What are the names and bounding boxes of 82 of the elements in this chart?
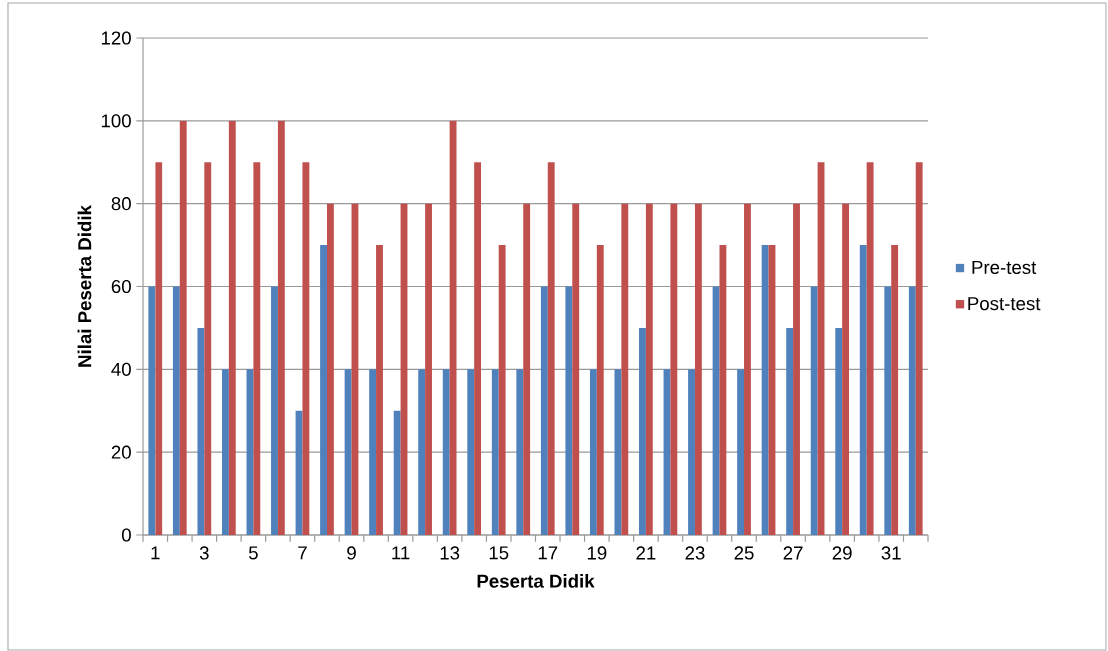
bar [204,162,212,535]
x-tick-label: 27 [783,546,803,560]
legend-label: Post-test [968,297,1041,311]
bar [761,245,769,535]
bar [793,203,800,535]
bar [540,286,548,535]
bar [253,162,261,535]
bar [744,203,751,535]
bar [915,162,923,535]
bar [302,162,310,535]
y-tick-label: 80 [111,197,131,211]
bar [884,286,892,535]
x-tick-label: 13 [440,546,460,560]
bar [271,286,278,535]
x-tick-label: 25 [734,546,754,560]
bar [197,327,205,535]
bar [344,369,352,535]
bar [376,245,383,535]
bar [670,203,678,535]
bar [148,286,156,535]
bar [688,369,695,535]
bar [842,203,850,535]
bar [786,327,794,535]
bar [449,120,457,535]
x-tick-label: 5 [248,546,258,560]
x-axis-title: Peserta Didik [477,574,595,588]
x-tick-label: 9 [347,546,356,560]
bar [614,369,622,535]
bar [277,120,285,535]
bar [179,120,187,535]
bar [474,162,482,535]
x-tick-label: 17 [538,546,558,560]
bar [645,203,653,535]
x-tick-label: 29 [832,546,852,560]
bar [498,245,506,535]
bar [737,369,745,535]
x-tick-label: 7 [298,546,307,560]
x-tick-label: 3 [199,546,209,560]
bar [835,327,843,535]
x-tick-label: 1 [151,546,160,560]
y-tick-label: 20 [111,445,131,459]
x-tick-label: 23 [685,546,705,560]
bar [639,327,646,535]
bar [694,203,702,535]
bar [425,203,432,535]
x-tick-label: 11 [392,546,410,560]
x-tick-label: 21 [636,546,656,560]
y-tick-label: 0 [121,528,131,542]
bar [442,369,450,535]
bar [596,245,604,535]
bar [866,162,874,535]
bar [172,286,180,535]
bar [891,245,899,535]
y-tick-label: 60 [111,279,131,294]
x-tick-label: 15 [489,546,509,560]
bar [228,120,236,535]
bar [719,245,727,535]
y-tick-label: 40 [111,362,131,376]
legend-label: Pre-test [972,260,1037,275]
bar [908,286,916,535]
bar [565,286,573,535]
bar [621,203,629,535]
bar [859,245,867,535]
bar [418,369,426,535]
y-tick-label: 120 [101,31,131,45]
bar [393,410,401,535]
bar [369,369,377,535]
bar [320,245,327,535]
bar [572,203,580,535]
bar [589,369,597,535]
x-tick-label: 19 [587,546,607,560]
bar [221,369,229,535]
bar [491,369,499,535]
x-tick-label: 31 [881,546,901,560]
bar [467,369,475,535]
bar [810,286,818,535]
y-axis-title: Nilai Peserta Didik [77,205,92,367]
bar [547,162,555,535]
bar [516,369,524,535]
bar [523,203,531,535]
bar [326,203,334,535]
y-tick-label: 100 [101,114,131,128]
